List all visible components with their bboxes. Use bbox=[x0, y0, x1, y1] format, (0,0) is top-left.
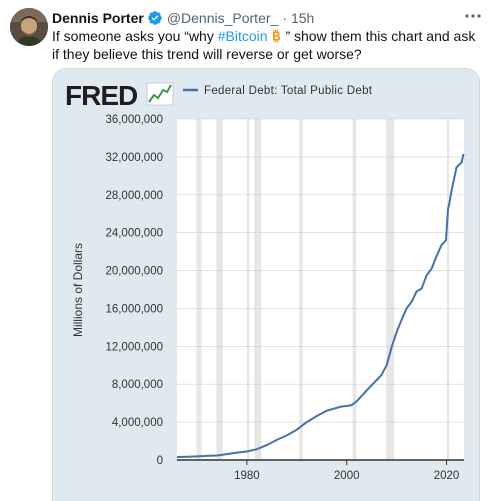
y-tick-label: 24,000,000 bbox=[105, 228, 163, 240]
y-tick-label: 4,000,000 bbox=[112, 417, 163, 429]
fred-logo-chart-icon bbox=[146, 82, 174, 106]
separator-dot: · bbox=[282, 10, 287, 26]
recession-shading bbox=[196, 119, 450, 460]
tweet-text-after: ” show them this chart and ask if they b… bbox=[52, 28, 476, 62]
x-tick-label: 1980 bbox=[234, 470, 260, 482]
author-handle[interactable]: @Dennis_Porter_ bbox=[166, 10, 279, 26]
y-tick-label: 16,000,000 bbox=[105, 303, 163, 315]
tweet-timestamp[interactable]: 15h bbox=[290, 10, 315, 26]
y-tick-label: 20,000,000 bbox=[105, 266, 163, 278]
y-axis-label: Millions of Dollars bbox=[71, 243, 85, 337]
y-tick-label: 36,000,000 bbox=[105, 114, 163, 126]
bitcoin-emoji-icon bbox=[272, 29, 280, 43]
recession-band-1 bbox=[216, 119, 223, 460]
tweet-header: Dennis Porter @Dennis_Porter_ · 15h bbox=[52, 9, 454, 27]
legend-label: Federal Debt: Total Public Debt bbox=[204, 85, 373, 97]
fred-logo-text: FRED bbox=[65, 80, 138, 111]
y-tick-label: 32,000,000 bbox=[105, 152, 163, 164]
tweet-text-before: If someone asks you “why bbox=[52, 28, 218, 44]
author-name[interactable]: Dennis Porter bbox=[52, 10, 144, 26]
y-tick-label: 28,000,000 bbox=[105, 190, 163, 202]
fred-logo: FRED bbox=[65, 80, 174, 111]
recession-band-6 bbox=[386, 119, 395, 460]
recession-band-3 bbox=[254, 119, 262, 460]
avatar[interactable] bbox=[10, 8, 48, 46]
y-tick-label: 12,000,000 bbox=[105, 341, 163, 353]
more-options-button[interactable] bbox=[462, 8, 484, 26]
avatar-image bbox=[10, 8, 48, 46]
recession-band-0 bbox=[196, 119, 202, 460]
x-tick-label: 2020 bbox=[434, 470, 460, 482]
fred-chart: FRED Federal Debt: Total Public Debt 0 4,… bbox=[65, 80, 465, 482]
debt-series-line bbox=[176, 153, 465, 458]
plot-background bbox=[177, 119, 464, 460]
recession-band-2 bbox=[246, 119, 250, 460]
gridlines bbox=[177, 118, 464, 423]
verified-badge-icon bbox=[147, 11, 162, 25]
recession-band-7 bbox=[447, 119, 450, 460]
y-axis-ticks: 0 4,000,000 8,000,000 12,000,000 16,000,000 2… bbox=[105, 114, 163, 467]
ellipsis-icon bbox=[465, 14, 481, 18]
tweet-text: If someone asks you “why #Bitcoin ” show… bbox=[52, 27, 482, 63]
x-tick-label: 2000 bbox=[334, 470, 360, 482]
hashtag-link[interactable]: #Bitcoin bbox=[217, 28, 268, 44]
recession-band-4 bbox=[299, 119, 303, 460]
y-tick-label: 0 bbox=[157, 455, 163, 467]
y-tick-label: 8,000,000 bbox=[112, 379, 163, 391]
x-axis-ticks: 1980 2000 2020 bbox=[234, 460, 459, 482]
recession-band-5 bbox=[352, 119, 357, 460]
chart-image-card[interactable]: FRED Federal Debt: Total Public Debt 0 4,… bbox=[52, 68, 480, 501]
